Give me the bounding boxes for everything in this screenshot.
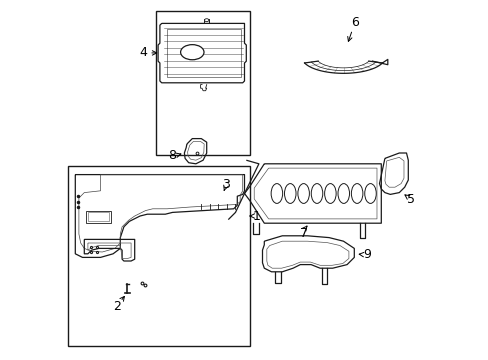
- Ellipse shape: [364, 184, 375, 203]
- Bar: [88, 212, 109, 221]
- Text: 2: 2: [113, 300, 121, 313]
- Bar: [68, 166, 249, 346]
- Text: 9: 9: [363, 248, 371, 261]
- Ellipse shape: [270, 184, 282, 203]
- Ellipse shape: [180, 45, 203, 60]
- Text: 5: 5: [406, 193, 414, 206]
- Bar: [156, 11, 249, 155]
- Ellipse shape: [284, 184, 295, 203]
- Text: 3: 3: [222, 178, 229, 191]
- Bar: [86, 211, 111, 223]
- Text: 8: 8: [167, 149, 175, 162]
- Ellipse shape: [324, 184, 335, 203]
- Ellipse shape: [337, 184, 349, 203]
- Ellipse shape: [204, 19, 208, 22]
- Text: 6: 6: [351, 16, 359, 29]
- Ellipse shape: [297, 184, 309, 203]
- Ellipse shape: [351, 184, 362, 203]
- Text: 4: 4: [140, 46, 147, 59]
- Text: 1: 1: [253, 210, 261, 222]
- Ellipse shape: [311, 184, 322, 203]
- Text: 7: 7: [299, 227, 307, 240]
